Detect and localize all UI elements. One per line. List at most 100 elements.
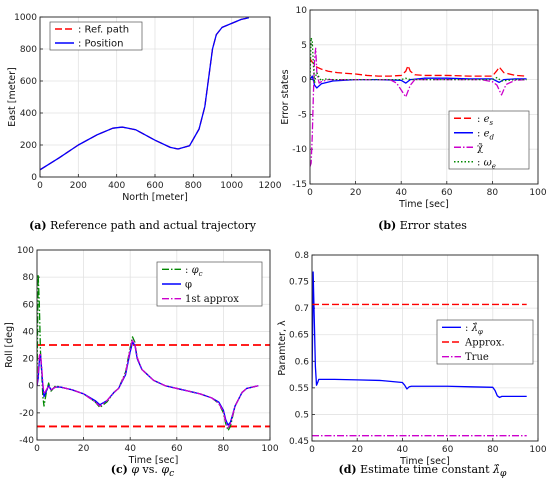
x-tick-label: 100: [261, 444, 278, 454]
series-line-c-2: [37, 338, 259, 429]
x-tick-label: 60: [442, 445, 454, 455]
legend-box: [49, 21, 143, 51]
caption-b-label: (b): [378, 219, 397, 232]
legend-entry-label: 1st approx: [185, 294, 239, 305]
y-tick-label: 0.75: [289, 278, 309, 288]
x-tick-label: 1200: [259, 181, 282, 191]
chart-b: 0 20 40 60 80 100 -15 -10 -5 0 5 10 Time [sec] Error …: [280, 6, 547, 210]
y-tick-label: 0.7: [295, 304, 309, 314]
chart-a: 0 200 400 600 800 1000 1200 0 200 400 600 800 1000 No…: [7, 13, 282, 203]
x-tick-label: 100: [529, 188, 546, 198]
y-tick-label: 0.55: [289, 384, 309, 394]
x-tick-label: 80: [487, 188, 499, 198]
legend-entry-label: : ed: [477, 128, 494, 141]
y-tick-label: 400: [20, 109, 37, 119]
y-tick-label: 0: [301, 76, 307, 86]
legend-a: : Ref. path : Position: [49, 21, 143, 51]
series-line-b-3: [310, 37, 527, 84]
series-line-a-1: [40, 17, 250, 171]
y-tick-label: 100: [17, 246, 34, 256]
x-tick-label: 0: [34, 444, 40, 454]
x-tick-label: 100: [529, 445, 546, 455]
series-line-d-0: [312, 271, 527, 399]
x-axis-label: North [meter]: [122, 192, 188, 203]
caption-c-vs: vs.: [139, 463, 162, 476]
legend-entry-label: : es: [477, 114, 493, 127]
legend-d: : λ̂φ Approx. True: [436, 319, 534, 365]
y-tick-label: -15: [292, 180, 307, 190]
x-tick-label: 400: [108, 181, 125, 191]
series-line-c-0: [37, 273, 259, 432]
caption-d-label: (d): [338, 463, 357, 476]
legend-entry-label: : Ref. path: [78, 25, 129, 36]
y-tick-label: 600: [20, 77, 37, 87]
axes-frame-d: [311, 254, 539, 442]
caption-c-label: (c): [110, 463, 128, 476]
series-group-d: [312, 271, 527, 437]
axes-frame-b: [309, 9, 539, 185]
y-tick-label: -5: [298, 110, 307, 120]
legend-entry-label: : Position: [78, 39, 123, 50]
x-tick-label: 40: [397, 445, 409, 455]
caption-d-lambda: λ̂: [493, 463, 501, 476]
caption-a: (a) Reference path and actual trajectory: [20, 219, 265, 232]
y-axis-label: East [meter]: [7, 67, 18, 127]
x-tick-label: 800: [185, 181, 202, 191]
y-tick-label: 0.5: [295, 410, 309, 420]
series-group-a: [40, 17, 250, 171]
legend-box: [448, 110, 530, 170]
axes-frame-a: [39, 16, 271, 178]
y-tick-label: 0.65: [289, 331, 309, 341]
y-tick-label: 20: [23, 355, 35, 365]
chart-c: 0 20 40 60 80 100 -40 -20 0 20 40 60 80 100 Time [sec]…: [4, 246, 279, 466]
axes-frame-c: [36, 249, 271, 441]
caption-c-phi: φ: [131, 463, 140, 476]
y-axis-label: Paramter, λ: [277, 320, 288, 376]
caption-a-label: (a): [29, 219, 47, 232]
x-axis-label: Time [sec]: [128, 455, 179, 466]
caption-b: (b) Error states: [300, 219, 545, 232]
y-tick-label: 0.6: [295, 357, 310, 367]
y-tick-label: 5: [301, 41, 307, 51]
caption-c-sub: c: [169, 468, 175, 480]
y-tick-label: -40: [19, 436, 34, 446]
y-tick-label: 10: [296, 6, 308, 16]
legend-entry-label: : λ̂φ: [465, 323, 483, 336]
y-tick-label: 800: [20, 45, 37, 55]
series-group-b: [310, 37, 527, 167]
legend-entry-label: : ωe: [477, 157, 496, 170]
x-tick-label: 0: [37, 181, 43, 191]
caption-d-text: Estimate time constant: [360, 463, 494, 476]
x-tick-label: 0: [307, 188, 313, 198]
series-line-b-1: [310, 75, 527, 89]
chart-d: 0 20 40 60 80 100 0.45 0.5 0.55 0.6 0.65 0.7 0.75 0.8…: [277, 251, 547, 467]
caption-d-sub: φ: [500, 468, 507, 480]
x-tick-label: 1000: [220, 181, 243, 191]
y-tick-label: 1000: [14, 13, 37, 23]
x-tick-label: 600: [146, 181, 163, 191]
y-tick-label: 0: [31, 173, 37, 183]
x-tick-label: 20: [78, 444, 90, 454]
series-line-c-1: [37, 341, 259, 426]
x-tick-label: 0: [309, 445, 315, 455]
legend-entry-label: : φc: [185, 265, 203, 278]
caption-a-text: Reference path and actual trajectory: [50, 219, 256, 232]
y-tick-label: 0: [28, 382, 34, 392]
legend-entry-label: φ: [185, 280, 192, 291]
x-tick-label: 80: [487, 445, 499, 455]
legend-entry-label: Approx.: [464, 338, 505, 349]
y-tick-label: 40: [23, 327, 35, 337]
caption-c: (c) φ vs. φc: [20, 463, 265, 479]
y-axis-label: Error states: [280, 69, 291, 124]
x-tick-label: 40: [124, 444, 136, 454]
caption-d: (d) Estimate time constant λ̂φ: [300, 463, 545, 479]
y-axis-label: Roll [deg]: [4, 322, 15, 368]
y-tick-label: 80: [23, 273, 35, 283]
y-tick-label: 200: [20, 141, 37, 151]
legend-c: : φc φ 1st approx: [156, 261, 263, 307]
x-tick-label: 200: [70, 181, 87, 191]
x-tick-label: 60: [441, 188, 453, 198]
x-tick-label: 20: [350, 188, 362, 198]
x-tick-label: 20: [351, 445, 363, 455]
